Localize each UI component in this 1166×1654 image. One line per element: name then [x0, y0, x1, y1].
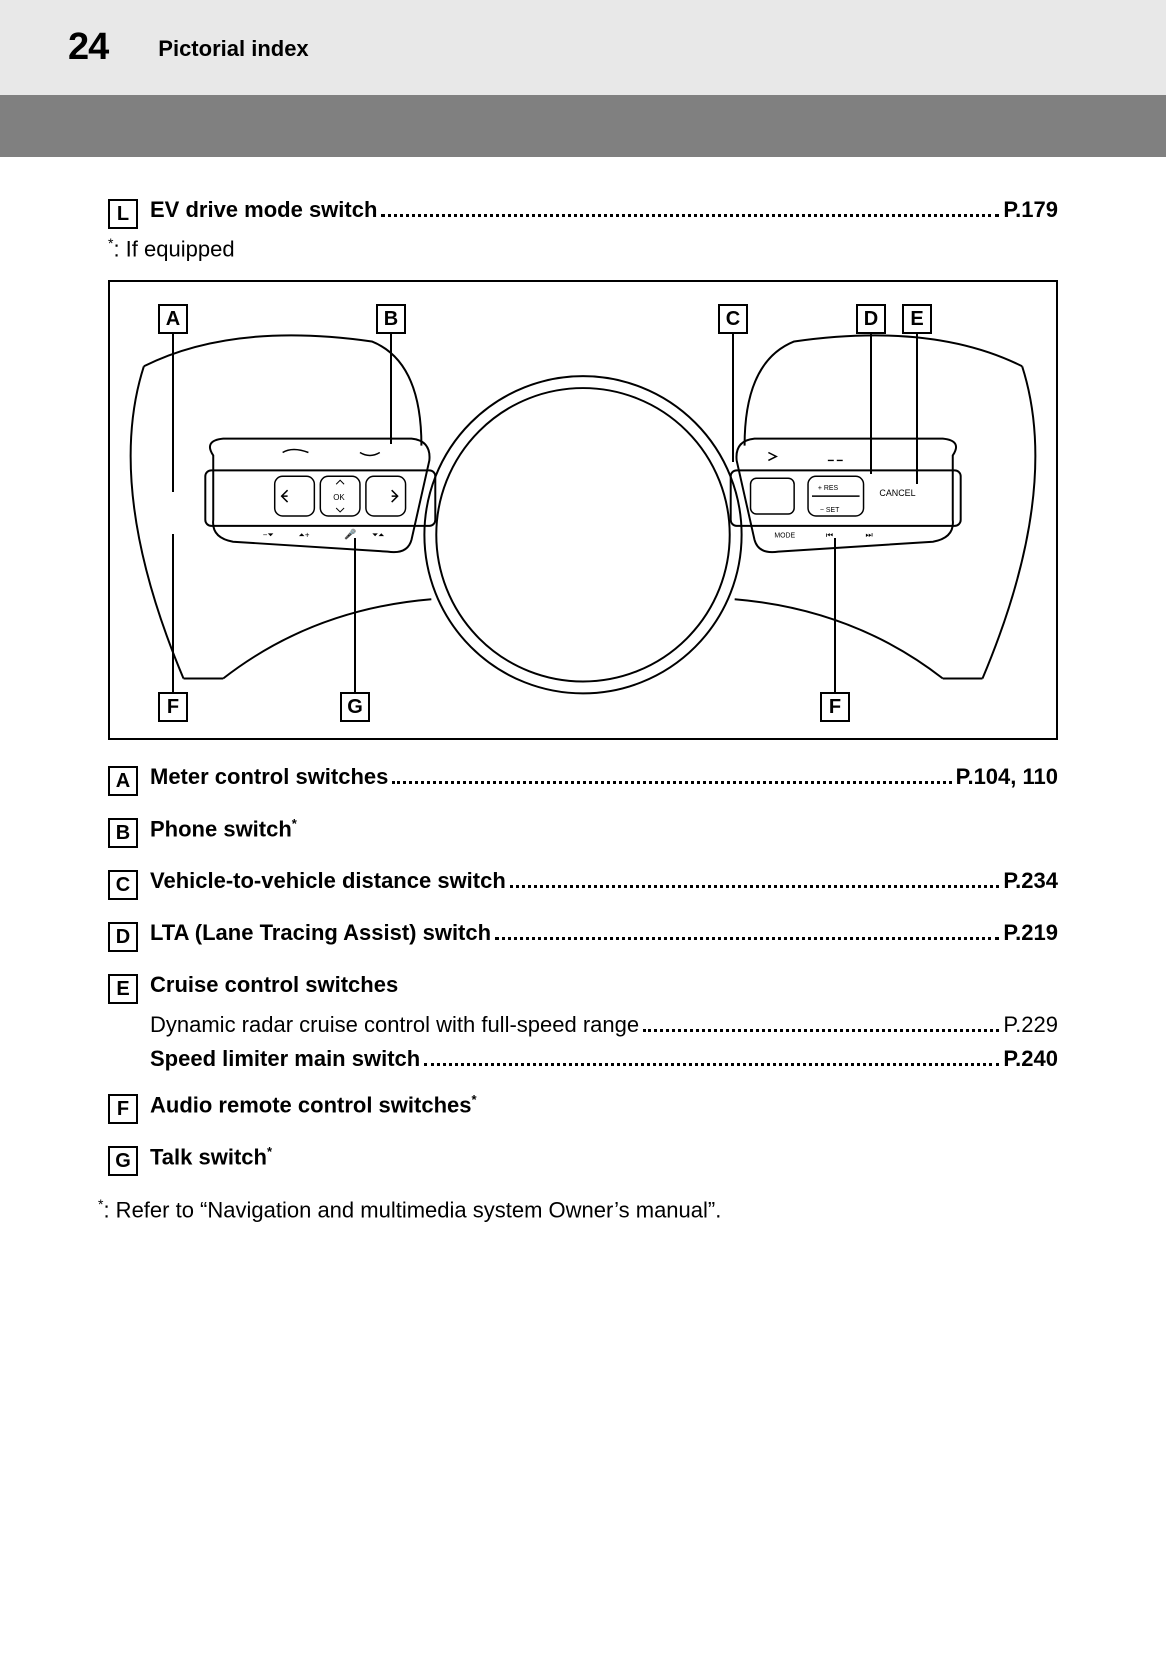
svg-text:⏶+: ⏶+ — [298, 531, 309, 540]
index-entry: L EV drive mode switch P.179 — [108, 197, 1058, 229]
lead-d — [870, 334, 872, 474]
leader-dots — [381, 214, 999, 217]
letter-box-l: L — [108, 199, 138, 229]
diagram-wrap: A B C D E F G F — [108, 280, 1058, 740]
asterisk-icon: * — [472, 1092, 477, 1107]
lead-g — [354, 538, 356, 692]
lead-a — [172, 334, 174, 492]
entry-line: EV drive mode switch P.179 — [150, 197, 1058, 223]
letter-box: F — [108, 1094, 138, 1124]
entry-page: P.104, 110 — [956, 764, 1058, 790]
leader-dots — [643, 1029, 999, 1032]
mode-label: MODE — [774, 533, 795, 540]
sub-entry: Speed limiter main switch P.240 — [150, 1046, 1058, 1072]
index-entry-b: B Phone switch* — [108, 816, 1058, 848]
asterisk-icon: * — [292, 816, 297, 831]
sub-title: Dynamic radar cruise control with full-s… — [150, 1012, 639, 1038]
letter-box: D — [108, 922, 138, 952]
page: 24 Pictorial index L EV drive mode switc… — [0, 0, 1166, 1654]
letter-box: B — [108, 818, 138, 848]
entry-title: LTA (Lane Tracing Assist) switch — [150, 920, 491, 946]
svg-text:−⏷: −⏷ — [263, 531, 274, 540]
letter-box: A — [108, 766, 138, 796]
index-entry-g: G Talk switch* — [108, 1144, 1058, 1176]
index-entry-c: C Vehicle-to-vehicle distance switch P.2… — [108, 868, 1058, 900]
letter-box: E — [108, 974, 138, 1004]
callout-g: G — [340, 692, 370, 722]
footnote-text: : Refer to “Navigation and multimedia sy… — [103, 1198, 721, 1223]
leader-dots — [424, 1063, 999, 1066]
callout-f-left: F — [158, 692, 188, 722]
page-number: 24 — [68, 26, 108, 69]
callout-b: B — [376, 304, 406, 334]
sub-entry: Dynamic radar cruise control with full-s… — [150, 1012, 1058, 1038]
sub-page: P.229 — [1003, 1012, 1058, 1038]
header-band: 24 Pictorial index — [0, 0, 1166, 95]
index-list: A Meter control switches P.104, 110 B Ph… — [108, 764, 1058, 1176]
content: L EV drive mode switch P.179 *: If equip… — [0, 157, 1166, 1224]
index-entry-f: F Audio remote control switches* — [108, 1092, 1058, 1124]
leader-dots — [392, 781, 951, 784]
index-entry-a: A Meter control switches P.104, 110 — [108, 764, 1058, 796]
lead-e — [916, 334, 918, 484]
asterisk-icon: * — [267, 1144, 272, 1159]
index-entry-d: D LTA (Lane Tracing Assist) switch P.219 — [108, 920, 1058, 952]
entry-page: P.219 — [1003, 920, 1058, 946]
entry-page: P.179 — [1003, 197, 1058, 223]
svg-text:⏷⏶: ⏷⏶ — [371, 531, 385, 540]
lead-b — [390, 334, 392, 444]
entry-title: Cruise control switches — [150, 972, 398, 998]
callout-a: A — [158, 304, 188, 334]
entry-title: Vehicle-to-vehicle distance switch — [150, 868, 506, 894]
callout-e: E — [902, 304, 932, 334]
sub-title: Speed limiter main switch — [150, 1046, 420, 1072]
callout-c: C — [718, 304, 748, 334]
callout-d: D — [856, 304, 886, 334]
ok-label: OK — [333, 493, 345, 502]
lead-f-left — [172, 534, 174, 692]
entry-page: P.234 — [1003, 868, 1058, 894]
entry-title: Meter control switches — [150, 764, 388, 790]
next-icon: ⏭ — [866, 531, 873, 540]
entry-title: Audio remote control switches* — [150, 1092, 477, 1118]
footnote-top: *: If equipped — [108, 235, 1058, 262]
steering-wheel-diagram: A B C D E F G F — [108, 280, 1058, 740]
index-entry-e: E Cruise control switches — [108, 972, 1058, 1004]
sub-page: P.240 — [1003, 1046, 1058, 1072]
leader-dots — [495, 937, 999, 940]
footnote-text: : If equipped — [113, 236, 234, 261]
entry-title: Talk switch* — [150, 1144, 272, 1170]
set-label: − SET — [820, 507, 840, 514]
leader-dots — [510, 885, 1000, 888]
footnote-bottom: *: Refer to “Navigation and multimedia s… — [98, 1196, 1058, 1223]
res-label: + RES — [818, 486, 839, 493]
letter-box: C — [108, 870, 138, 900]
entry-title: Phone switch* — [150, 816, 297, 842]
lead-c — [732, 334, 734, 462]
callout-f-right: F — [820, 692, 850, 722]
dark-band — [0, 95, 1166, 157]
header-title: Pictorial index — [158, 36, 308, 62]
entry-title: EV drive mode switch — [150, 197, 377, 223]
letter-box: G — [108, 1146, 138, 1176]
cancel-label: CANCEL — [879, 488, 915, 498]
lead-f-right — [834, 538, 836, 692]
steering-wheel-svg: −⏷ ⏶+ ⏷⏶ — [110, 282, 1056, 738]
prev-icon: ⏮ — [826, 531, 833, 540]
